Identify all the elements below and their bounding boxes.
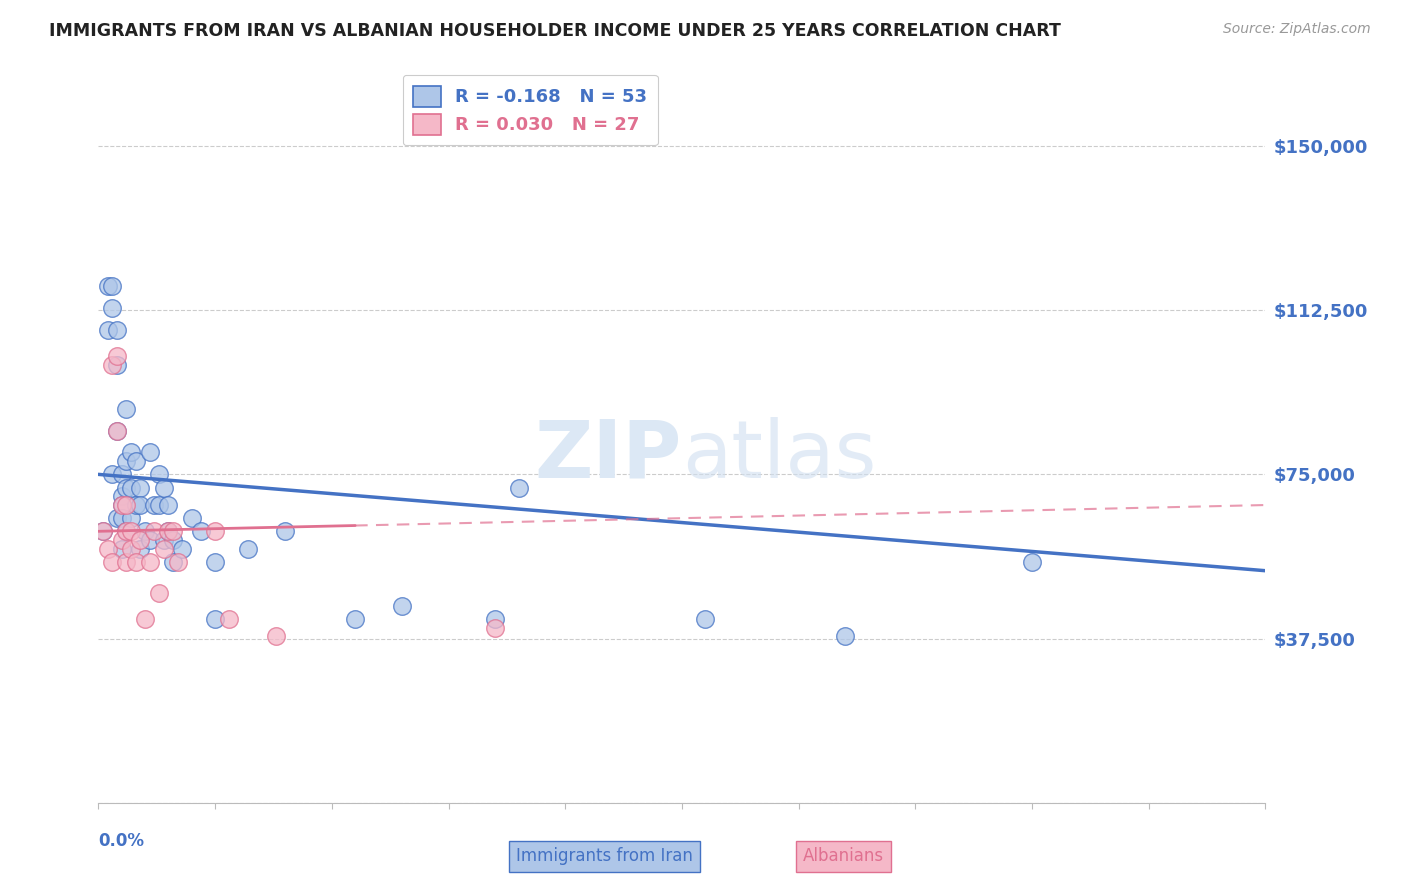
Point bbox=[115, 454, 138, 468]
Text: Immigrants from Iran: Immigrants from Iran bbox=[516, 847, 693, 865]
Point bbox=[139, 533, 162, 547]
Point bbox=[148, 585, 170, 599]
Point bbox=[172, 541, 194, 556]
Point bbox=[120, 511, 142, 525]
Point bbox=[105, 424, 128, 438]
Point bbox=[125, 454, 148, 468]
Point bbox=[134, 524, 156, 539]
Text: IMMIGRANTS FROM IRAN VS ALBANIAN HOUSEHOLDER INCOME UNDER 25 YEARS CORRELATION C: IMMIGRANTS FROM IRAN VS ALBANIAN HOUSEHO… bbox=[49, 22, 1062, 40]
Point bbox=[101, 301, 124, 315]
Point bbox=[111, 533, 134, 547]
Point bbox=[125, 555, 148, 569]
Point bbox=[148, 467, 170, 482]
Point bbox=[264, 629, 287, 643]
Point bbox=[162, 555, 184, 569]
Point bbox=[139, 445, 162, 459]
Point bbox=[105, 424, 128, 438]
Point bbox=[218, 612, 240, 626]
Point bbox=[152, 541, 174, 556]
Point bbox=[834, 629, 856, 643]
Point bbox=[157, 498, 180, 512]
Point bbox=[111, 467, 134, 482]
Point bbox=[111, 511, 134, 525]
Point bbox=[152, 533, 174, 547]
Point bbox=[204, 612, 226, 626]
Point bbox=[105, 323, 128, 337]
Point bbox=[344, 612, 367, 626]
Point bbox=[180, 511, 202, 525]
Point bbox=[162, 533, 184, 547]
Point bbox=[236, 541, 259, 556]
Point bbox=[111, 498, 134, 512]
Point bbox=[129, 481, 152, 495]
Point bbox=[508, 481, 530, 495]
Point bbox=[148, 498, 170, 512]
Point bbox=[120, 445, 142, 459]
Point bbox=[115, 555, 138, 569]
Point bbox=[190, 524, 212, 539]
Point bbox=[1021, 555, 1043, 569]
Legend: R = -0.168   N = 53, R = 0.030   N = 27: R = -0.168 N = 53, R = 0.030 N = 27 bbox=[402, 75, 658, 145]
Point bbox=[115, 524, 138, 539]
Text: 0.0%: 0.0% bbox=[98, 832, 145, 850]
Point bbox=[157, 524, 180, 539]
Point bbox=[204, 524, 226, 539]
Point bbox=[166, 555, 188, 569]
Point bbox=[129, 541, 152, 556]
Point bbox=[115, 498, 138, 512]
Point bbox=[115, 401, 138, 416]
Point bbox=[97, 279, 120, 293]
Point bbox=[129, 498, 152, 512]
Point bbox=[101, 467, 124, 482]
Point bbox=[204, 555, 226, 569]
Text: Albanians: Albanians bbox=[803, 847, 884, 865]
Y-axis label: Householder Income Under 25 years: Householder Income Under 25 years bbox=[0, 301, 7, 582]
Point bbox=[91, 524, 114, 539]
Point bbox=[120, 524, 142, 539]
Point bbox=[101, 358, 124, 372]
Point bbox=[97, 323, 120, 337]
Point bbox=[134, 612, 156, 626]
Point bbox=[274, 524, 297, 539]
Point bbox=[484, 612, 506, 626]
Point bbox=[101, 279, 124, 293]
Text: Source: ZipAtlas.com: Source: ZipAtlas.com bbox=[1223, 22, 1371, 37]
Point bbox=[125, 498, 148, 512]
Point bbox=[91, 524, 114, 539]
Point bbox=[143, 524, 166, 539]
Point bbox=[143, 498, 166, 512]
Point bbox=[115, 481, 138, 495]
Point bbox=[129, 533, 152, 547]
Point bbox=[111, 541, 134, 556]
Point bbox=[120, 481, 142, 495]
Point bbox=[105, 349, 128, 363]
Point bbox=[101, 555, 124, 569]
Text: atlas: atlas bbox=[682, 417, 876, 495]
Point bbox=[120, 541, 142, 556]
Point bbox=[111, 498, 134, 512]
Text: ZIP: ZIP bbox=[534, 417, 682, 495]
Point bbox=[162, 524, 184, 539]
Point bbox=[484, 621, 506, 635]
Point bbox=[157, 524, 180, 539]
Point bbox=[111, 489, 134, 503]
Point bbox=[391, 599, 413, 613]
Point bbox=[105, 358, 128, 372]
Point bbox=[152, 481, 174, 495]
Point bbox=[695, 612, 717, 626]
Point bbox=[105, 511, 128, 525]
Point bbox=[139, 555, 162, 569]
Point bbox=[97, 541, 120, 556]
Point bbox=[115, 524, 138, 539]
